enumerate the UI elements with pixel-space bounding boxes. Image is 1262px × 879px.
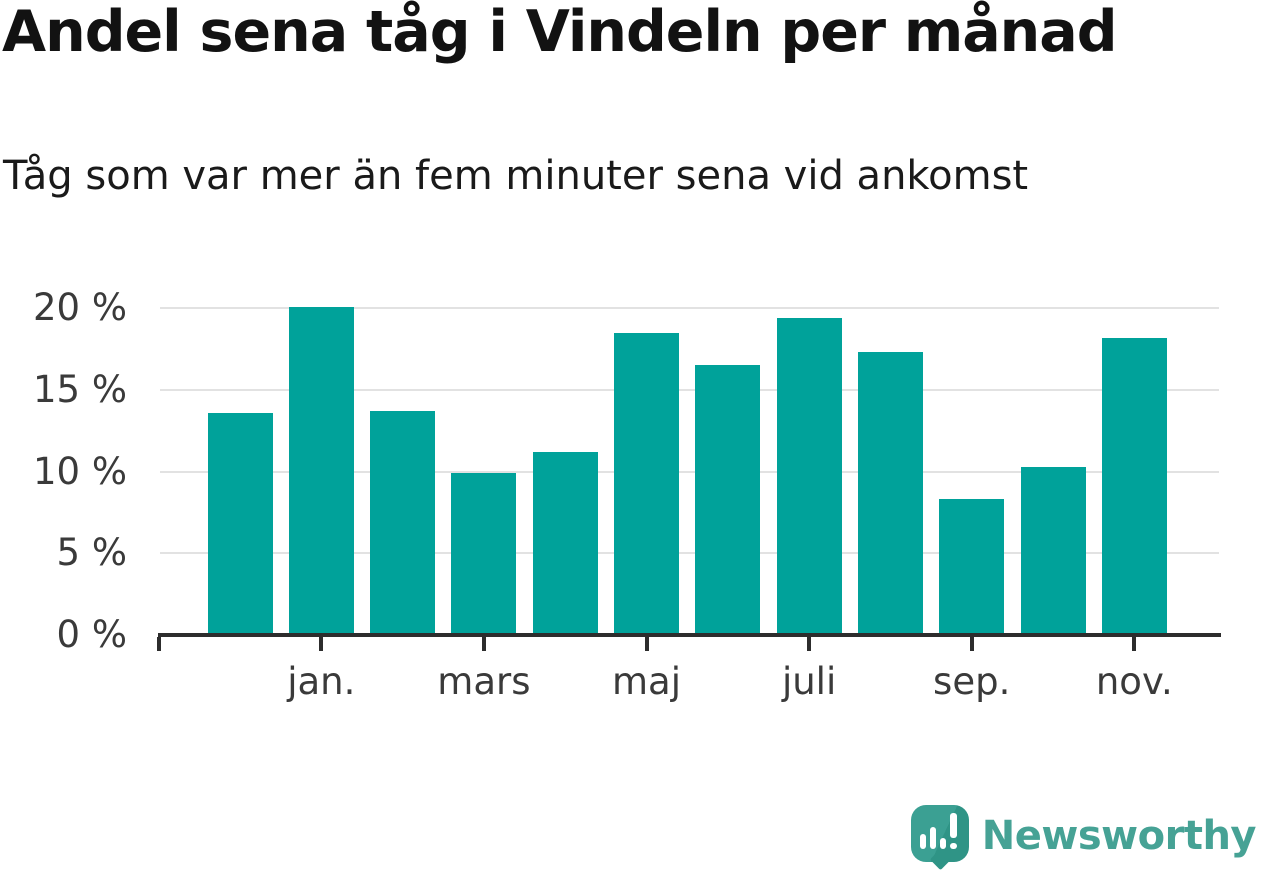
bar-mars xyxy=(451,473,517,635)
bar-juli xyxy=(776,318,842,635)
x-tick-mars xyxy=(481,637,486,651)
logo-exclamation-icon xyxy=(950,813,957,838)
bar-apr xyxy=(532,452,598,635)
gridline-10 xyxy=(160,470,1219,473)
y-axis-labels: 0 % 5 % 10 % 15 % 20 % xyxy=(0,270,127,656)
bar-dec xyxy=(207,412,273,635)
y-axis-label-0: 0 % xyxy=(56,613,127,656)
x-tick-maj xyxy=(644,637,649,651)
gridline-20 xyxy=(160,307,1219,310)
bar-feb xyxy=(370,411,436,635)
logo-exclamation-dot xyxy=(950,842,957,849)
newsworthy-logo-icon xyxy=(910,803,969,871)
x-tick-juli xyxy=(807,637,812,651)
bar-aug xyxy=(857,352,923,635)
logo-chart-bar-icon xyxy=(939,838,947,849)
x-axis-label-mars: mars xyxy=(437,660,531,703)
bar-jan xyxy=(288,306,354,635)
bar-maj xyxy=(614,332,679,635)
bar-nov xyxy=(1101,337,1167,635)
x-tick-sep. xyxy=(969,637,974,651)
bar-juni xyxy=(695,365,761,635)
x-tick-jan. xyxy=(319,637,324,651)
bar-sep xyxy=(939,499,1005,635)
newsworthy-brand: Newsworthy xyxy=(910,803,1257,871)
x-axis-label-jan: jan. xyxy=(287,660,356,703)
brand-name: Newsworthy xyxy=(981,813,1257,859)
bar-okt xyxy=(1020,466,1086,635)
x-axis-label-maj: maj xyxy=(612,660,681,703)
x-tick-axis-start xyxy=(156,637,161,651)
gridline-5 xyxy=(160,552,1219,555)
x-axis-line xyxy=(158,633,1221,637)
y-axis-label-5: 5 % xyxy=(56,531,127,575)
y-axis-label-20: 20 % xyxy=(33,286,127,330)
x-axis-label-juli: juli xyxy=(781,660,837,703)
logo-chart-bar-icon xyxy=(929,827,937,849)
bar-chart-plot-area: jan. mars maj juli sep. nov. xyxy=(156,270,1221,700)
x-axis-label-nov: nov. xyxy=(1095,660,1173,703)
x-axis-label-sep: sep. xyxy=(933,660,1011,703)
chart-title: Andel sena tåg i Vindeln per månad xyxy=(2,0,1118,65)
chart-subtitle: Tåg som var mer än fem minuter sena vid … xyxy=(3,153,1029,199)
y-axis-label-15: 15 % xyxy=(33,367,127,411)
x-tick-nov. xyxy=(1132,637,1137,651)
gridline-15 xyxy=(160,388,1219,391)
y-axis-label-10: 10 % xyxy=(33,449,127,493)
logo-chart-bar-icon xyxy=(919,834,927,849)
